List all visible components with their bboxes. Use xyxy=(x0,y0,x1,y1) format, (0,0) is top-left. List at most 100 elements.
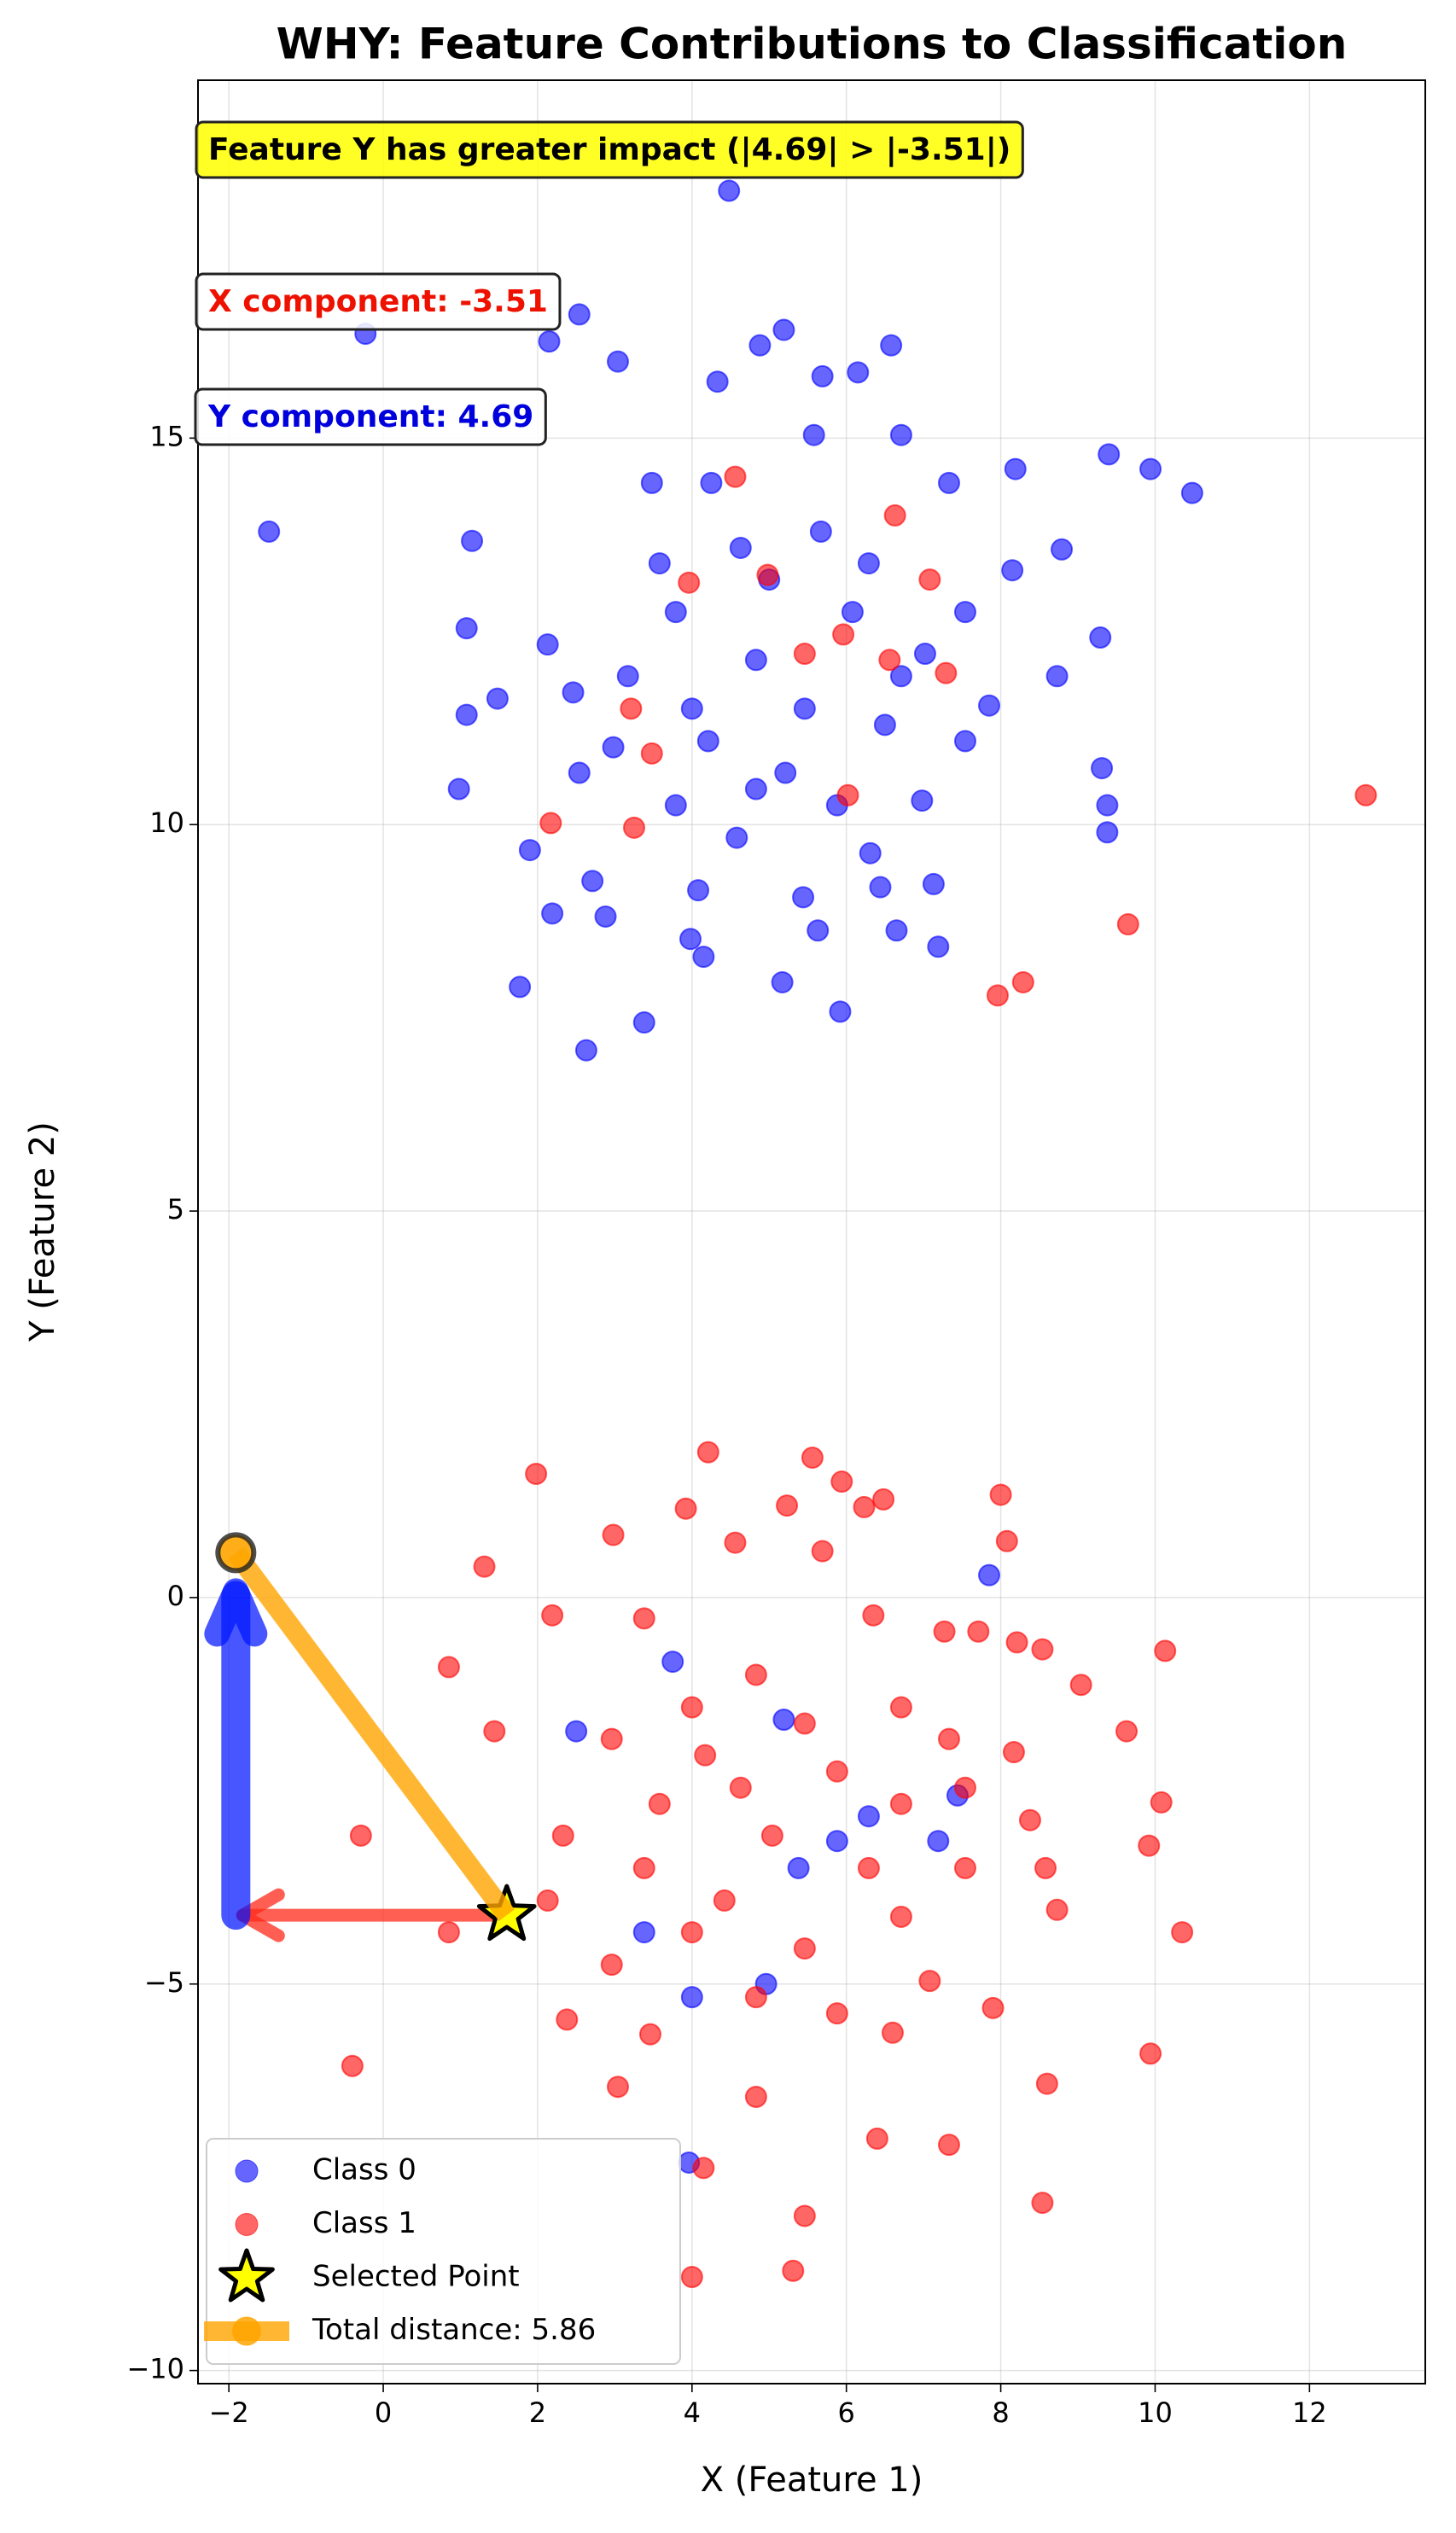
point xyxy=(869,876,892,899)
point xyxy=(978,694,1001,717)
point xyxy=(706,370,729,393)
point xyxy=(829,1000,852,1023)
legend-label: Class 1 xyxy=(312,2206,416,2240)
point xyxy=(729,536,752,559)
point xyxy=(602,1523,625,1546)
point xyxy=(640,471,663,494)
point xyxy=(865,2127,888,2150)
point xyxy=(640,742,663,765)
point xyxy=(581,870,604,893)
point xyxy=(1354,783,1377,806)
point xyxy=(455,617,478,640)
point xyxy=(825,1760,848,1783)
point xyxy=(1154,1639,1177,1662)
point xyxy=(776,1494,799,1517)
point xyxy=(568,303,591,326)
point xyxy=(889,1696,912,1719)
point xyxy=(483,1720,506,1743)
point xyxy=(1018,1808,1041,1831)
point xyxy=(1005,1631,1028,1654)
point xyxy=(1139,2042,1162,2065)
point xyxy=(687,879,710,902)
point xyxy=(857,552,880,575)
point xyxy=(937,471,960,494)
legend-label: Class 0 xyxy=(312,2153,416,2187)
plot-frame xyxy=(197,79,1426,2385)
point xyxy=(1045,665,1069,688)
y-axis-label: Y (Feature 2) xyxy=(23,1121,62,1342)
annotation-text: Feature Y has greater impact (|4.69| > |… xyxy=(208,132,1010,167)
point xyxy=(801,1446,824,1469)
point xyxy=(883,504,906,527)
point xyxy=(953,601,976,624)
point xyxy=(674,1497,697,1520)
point xyxy=(1004,457,1027,480)
point xyxy=(648,1792,671,1815)
y-tick-label: 10 xyxy=(149,806,184,839)
point xyxy=(461,529,484,552)
point xyxy=(541,1604,564,1627)
point xyxy=(935,661,958,684)
point xyxy=(648,552,671,575)
point xyxy=(1150,1791,1173,1814)
point xyxy=(632,1856,655,1879)
point xyxy=(927,935,950,958)
point xyxy=(538,330,561,353)
point xyxy=(713,1889,736,1912)
annotation: Feature Y has greater impact (|4.69| > |… xyxy=(195,120,1024,179)
point xyxy=(680,1986,703,2009)
point xyxy=(1098,443,1121,466)
point xyxy=(437,1656,460,1679)
point xyxy=(918,568,941,591)
point xyxy=(632,1011,655,1034)
point xyxy=(802,423,825,446)
point xyxy=(616,665,639,688)
point xyxy=(1171,1921,1194,1944)
point xyxy=(793,643,816,666)
point xyxy=(771,970,794,993)
point xyxy=(632,1921,655,1944)
point xyxy=(927,1830,950,1853)
point xyxy=(772,1708,795,1731)
point xyxy=(600,1954,623,1977)
point xyxy=(744,1986,767,2009)
legend-swatch xyxy=(235,2213,259,2236)
point xyxy=(551,1824,574,1847)
point xyxy=(541,902,564,925)
point xyxy=(792,886,815,909)
point xyxy=(680,2266,703,2289)
point xyxy=(881,2021,904,2044)
point xyxy=(989,1483,1012,1506)
point xyxy=(787,1856,810,1879)
point xyxy=(744,777,767,801)
point xyxy=(772,318,795,341)
point xyxy=(793,2204,816,2227)
point xyxy=(565,1720,588,1743)
point xyxy=(1138,1834,1161,1857)
point xyxy=(911,789,934,812)
point xyxy=(756,563,779,586)
point xyxy=(525,1462,548,1485)
point xyxy=(830,1470,853,1494)
point xyxy=(873,713,896,737)
x-tick-label: 12 xyxy=(1292,2396,1327,2429)
point xyxy=(692,946,715,969)
point xyxy=(811,1540,834,1563)
annotation-box xyxy=(195,272,562,331)
point xyxy=(889,1905,912,1928)
point xyxy=(486,687,509,710)
point xyxy=(853,1495,876,1518)
chart-title: WHY: Feature Contributions to Classifica… xyxy=(277,20,1348,69)
legend: Class 0 Class 1 Selected Point Total distan… xyxy=(204,2138,681,2365)
point xyxy=(536,633,559,656)
point xyxy=(1001,559,1024,582)
point xyxy=(847,361,870,384)
point xyxy=(967,1620,990,1643)
point xyxy=(729,1776,752,1799)
point xyxy=(568,761,591,784)
point xyxy=(1096,821,1119,844)
point xyxy=(622,816,645,839)
point xyxy=(620,697,643,720)
point xyxy=(793,697,816,720)
